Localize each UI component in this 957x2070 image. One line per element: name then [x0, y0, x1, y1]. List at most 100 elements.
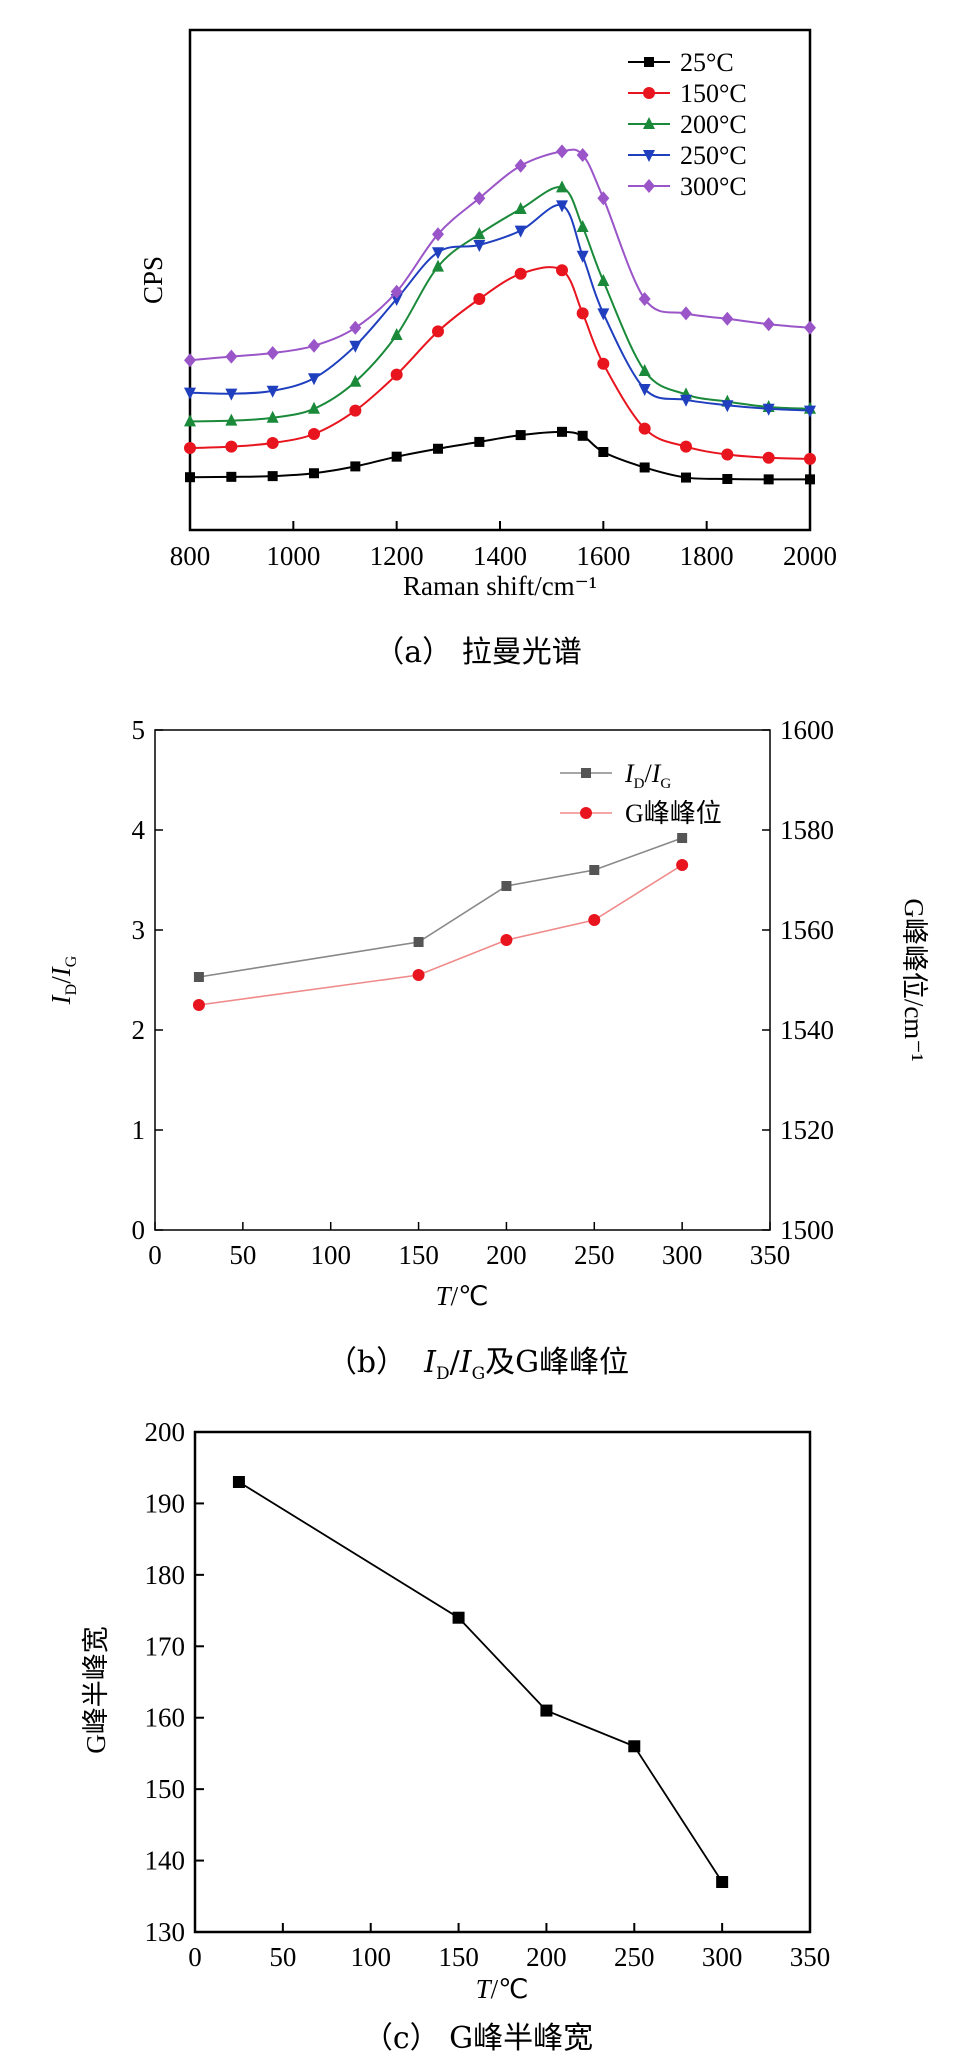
data-point-b — [412, 969, 425, 981]
x-tick-label-b: 100 — [310, 1240, 351, 1270]
data-point-c — [540, 1704, 553, 1717]
data-point-a — [804, 452, 816, 465]
data-point-a — [266, 410, 279, 423]
data-point-a — [514, 158, 527, 173]
caption-b: （b） ID/IG及G峰峰位 — [327, 1345, 629, 1384]
x-tick-label-c: 0 — [188, 1942, 202, 1972]
data-point-a — [805, 474, 815, 485]
data-point-a — [184, 387, 196, 400]
y-tick-label-c: 150 — [145, 1774, 186, 1804]
data-point-a — [432, 227, 444, 242]
plot-area-a: 800 1000 1200 1400 1600 1800 2000 — [170, 144, 837, 571]
data-point-b — [589, 865, 600, 875]
x-axis-label-a: Raman shift/cm⁻¹ — [403, 571, 597, 601]
data-point-b — [588, 914, 601, 926]
y-axis-label-left-b: ID/IG — [46, 955, 80, 1005]
x-tick-label-b: 200 — [486, 1240, 527, 1270]
data-point-a — [597, 308, 610, 321]
plot-frame-c — [193, 1430, 812, 1934]
legend-marker-a — [643, 87, 655, 99]
legend-marker-a — [644, 57, 654, 67]
data-point-a — [349, 374, 362, 387]
data-point-a — [762, 451, 775, 464]
y-tick-label-left-b: 1 — [132, 1115, 146, 1145]
x-tick-label-a: 1800 — [680, 541, 734, 571]
data-point-a — [266, 346, 279, 360]
series-line-a — [189, 204, 811, 412]
y-axis-label-a: CPS — [138, 256, 168, 304]
data-point-a — [597, 191, 610, 206]
data-point-a — [225, 413, 238, 426]
data-point-a — [185, 472, 195, 483]
data-point-a — [225, 349, 238, 364]
data-point-a — [308, 373, 320, 386]
y-axis-label-right-b: G峰峰位/cm⁻¹ — [899, 898, 929, 1061]
data-point-a — [576, 250, 589, 263]
data-point-b — [501, 881, 512, 891]
legend-label-b: ID/IG — [624, 759, 671, 792]
data-point-a — [308, 338, 320, 353]
data-point-b — [677, 833, 688, 843]
y-tick-label-c: 200 — [145, 1417, 186, 1447]
data-point-c — [628, 1740, 641, 1753]
y-tick-label-left-b: 0 — [132, 1215, 146, 1245]
data-point-c — [452, 1611, 465, 1624]
data-point-a — [184, 414, 196, 427]
x-tick-label-b: 300 — [662, 1240, 703, 1270]
x-tick-label-c: 50 — [269, 1942, 296, 1972]
y-tick-label-right-b: 1580 — [780, 815, 834, 845]
legend-label-a: 150°C — [680, 79, 747, 108]
data-point-a — [184, 353, 196, 368]
y-tick-label-c: 170 — [145, 1631, 186, 1661]
data-point-a — [721, 400, 734, 413]
y-tick-label-right-b: 1600 — [780, 715, 834, 745]
data-point-a — [473, 191, 486, 206]
data-point-a — [184, 442, 196, 455]
y-tick-label-c: 140 — [145, 1846, 186, 1876]
data-point-a — [576, 307, 589, 320]
data-point-a — [390, 368, 403, 381]
data-point-a — [680, 306, 692, 321]
y-tick-label-c: 190 — [145, 1488, 186, 1518]
data-point-a — [598, 447, 609, 457]
legend-marker-b — [581, 768, 591, 778]
x-axis-label-b: T/℃ — [436, 1281, 489, 1311]
data-point-a — [762, 317, 775, 332]
x-tick-label-c: 150 — [438, 1942, 479, 1972]
y-tick-label-left-b: 5 — [132, 715, 146, 745]
x-tick-label-a: 1400 — [473, 541, 527, 571]
data-point-c — [716, 1876, 729, 1888]
data-point-a — [680, 394, 692, 407]
data-point-a — [556, 180, 568, 193]
y-tick-label-right-b: 1500 — [780, 1215, 834, 1245]
y-tick-label-c: 180 — [145, 1560, 186, 1590]
data-point-a — [309, 468, 319, 479]
data-point-a — [597, 357, 610, 370]
series-line-b — [198, 837, 683, 978]
x-tick-label-b: 0 — [148, 1240, 162, 1270]
id-ig-g-peak-chart: 0 50 100 150 200 250 300 350 0 1 2 3 4 5 1500 1520 1540 1… — [46, 715, 929, 1384]
plot-area-b: 0 50 100 150 200 250 300 350 0 1 2 3 4 5 1500 1520 1540 1… — [132, 715, 835, 1270]
caption-c: （c） G峰半峰宽 — [363, 2021, 593, 2056]
data-point-a — [721, 448, 734, 461]
series-line-a — [189, 430, 811, 481]
g-peak-fwhm-chart: 0 50 100 150 200 250 300 350 130 140 150 160 170 180 1… — [81, 1417, 830, 2056]
x-tick-label-b: 250 — [574, 1240, 615, 1270]
data-point-a — [390, 294, 403, 306]
data-point-b — [192, 999, 205, 1011]
data-point-a — [390, 328, 403, 340]
data-point-a — [266, 437, 279, 449]
data-point-a — [556, 200, 568, 213]
data-point-a — [391, 451, 402, 462]
data-point-a — [349, 320, 362, 335]
data-point-a — [225, 440, 238, 453]
data-point-a — [432, 325, 444, 338]
data-point-a — [577, 430, 588, 441]
legend-b: ID/IG G峰峰位 — [560, 759, 722, 828]
data-point-a — [267, 471, 278, 482]
y-axis-label-c: G峰半峰宽 — [81, 1626, 111, 1754]
data-point-a — [680, 440, 692, 453]
data-point-a — [473, 227, 486, 240]
x-tick-label-a: 1000 — [266, 541, 320, 571]
